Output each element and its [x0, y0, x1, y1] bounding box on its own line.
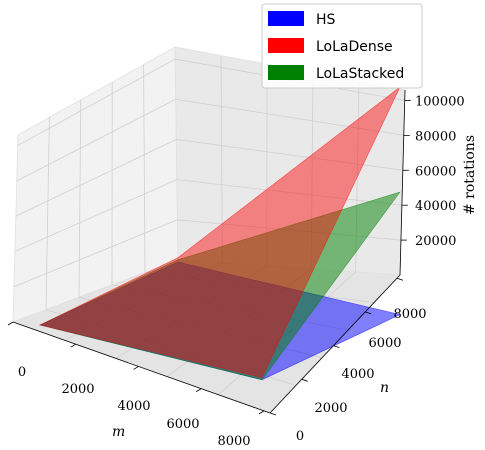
- z-axis-label: # rotations: [462, 135, 478, 215]
- y-tick-label: 2000: [314, 401, 347, 416]
- z-tick-label: 60000: [415, 164, 456, 179]
- legend-label-hs: HS: [316, 12, 336, 28]
- grid-line: [15, 139, 403, 217]
- legend-item-hs: HS: [268, 11, 336, 28]
- y-tick-label: 6000: [368, 336, 401, 351]
- x-axis-line: [12, 321, 271, 414]
- x-tick-label: 8000: [217, 434, 250, 449]
- y-tick-mark: [269, 412, 277, 416]
- x-tick-label: 0: [18, 365, 26, 380]
- grid-line: [14, 179, 402, 252]
- z-tick-label: 20000: [415, 234, 456, 249]
- y-tick-mark: [365, 311, 372, 315]
- legend-swatch-lolastacked: [268, 65, 304, 80]
- z-tick-label: 100000: [415, 94, 465, 109]
- y-tick-label: 4000: [341, 367, 374, 382]
- y-axis-label: n: [380, 380, 389, 396]
- y-tick-label: 8000: [393, 307, 426, 322]
- legend-label-lolastacked: LoLaStacked: [316, 66, 404, 82]
- legend-swatch-loladense: [268, 38, 304, 53]
- x-tick-mark: [258, 410, 265, 415]
- grid-line: [220, 55, 223, 264]
- z-tick-label: 80000: [415, 129, 456, 144]
- z-tick-label: 40000: [415, 199, 456, 214]
- y-tick-mark: [301, 378, 308, 382]
- grid-line: [45, 117, 50, 310]
- grid-line: [16, 98, 404, 182]
- surfaces: [39, 86, 401, 381]
- z-axis-line: [399, 89, 406, 276]
- legend-item-loladense: LoLaDense: [268, 38, 393, 55]
- legend: HS LoLaDense LoLaStacked: [261, 3, 423, 89]
- x-tick-label: 4000: [117, 399, 150, 414]
- grid-line: [78, 99, 82, 298]
- legend-item-lolastacked: LoLaStacked: [268, 65, 404, 82]
- y-tick-label: 0: [296, 429, 304, 444]
- legend-label-loladense: LoLaDense: [316, 39, 393, 55]
- legend-swatch-hs: [268, 11, 304, 26]
- x-tick-mark: [7, 321, 14, 326]
- y-tick-mark: [333, 345, 340, 348]
- x-axis-label: m: [112, 424, 125, 440]
- surface-lolastacked: [39, 191, 401, 381]
- y-axis-line: [269, 274, 401, 414]
- x-tick-mark: [196, 388, 202, 392]
- grid-line: [143, 64, 146, 273]
- y-tick-mark: [396, 277, 404, 281]
- x-tick-mark: [70, 343, 76, 348]
- x-tick-label: 6000: [166, 417, 199, 432]
- x-tick-label: 2000: [61, 382, 94, 397]
- x-tick-mark: [133, 366, 139, 370]
